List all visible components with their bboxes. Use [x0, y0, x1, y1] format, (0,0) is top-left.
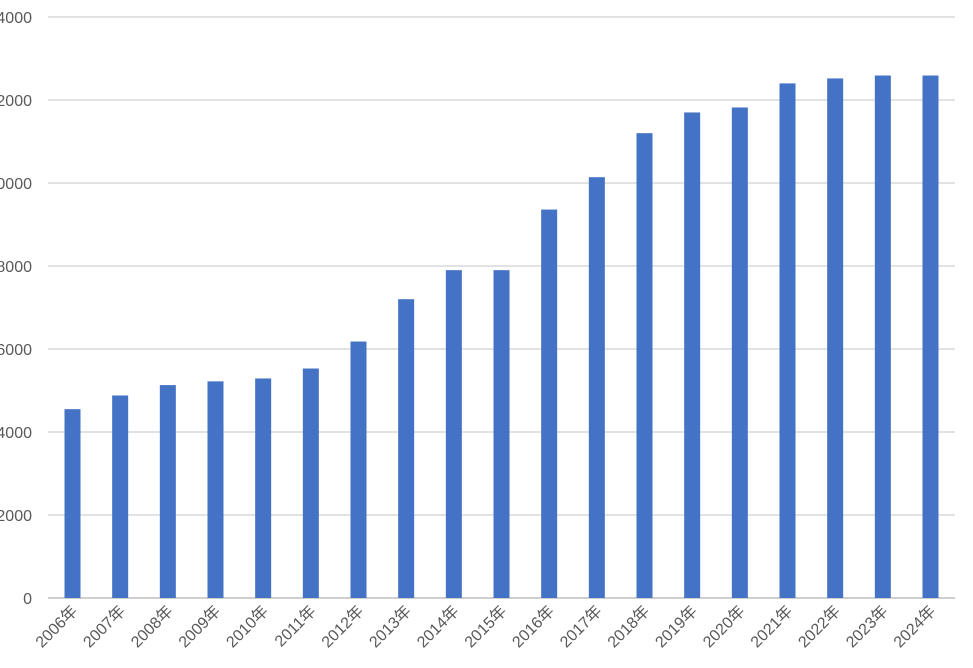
bar-2010年 [255, 378, 272, 598]
bar-2009年 [207, 381, 224, 598]
bar-2008年 [159, 385, 176, 598]
x-tick-label: 2016年 [509, 602, 558, 651]
bar-2022年 [827, 78, 844, 599]
x-tick-label: 2022年 [795, 602, 844, 651]
x-tick-label: 2006年 [32, 602, 81, 651]
x-tick-label: 2008年 [127, 602, 176, 651]
y-tick-label: 14000 [0, 10, 32, 27]
bar-2012年 [350, 341, 367, 598]
x-tick-label: 2015年 [461, 602, 510, 651]
y-tick-label: 2000 [0, 508, 32, 525]
bar-2015年 [493, 270, 510, 598]
bar-2013年 [398, 299, 415, 598]
y-axis-tick-labels: 0 2000 4000 6000 8000 10000 12000 14000 [0, 10, 32, 608]
x-tick-label: 2024年 [890, 602, 939, 651]
x-tick-label: 2007年 [80, 602, 129, 651]
x-tick-label: 2017年 [556, 602, 605, 651]
bar-2014年 [445, 270, 462, 598]
y-tick-label: 4000 [0, 425, 32, 442]
x-tick-label: 2013年 [366, 602, 415, 651]
bar-2023年 [874, 75, 891, 598]
bar-2007年 [112, 395, 129, 598]
x-tick-label: 2012年 [318, 602, 367, 651]
bar-2006年 [64, 409, 81, 598]
x-tick-label: 2020年 [699, 602, 748, 651]
x-tick-label: 2021年 [747, 602, 796, 651]
bar-2021年 [779, 83, 796, 598]
x-tick-label: 2011年 [271, 602, 319, 650]
bars [64, 75, 939, 599]
x-tick-label: 2009年 [175, 602, 224, 651]
bar-2024年 [922, 75, 939, 598]
y-tick-label: 6000 [0, 342, 32, 359]
y-tick-label: 0 [23, 591, 32, 608]
bar-2017年 [588, 177, 605, 598]
x-tick-label: 2023年 [842, 602, 891, 651]
bar-2018年 [636, 133, 653, 598]
x-tick-label: 2014年 [413, 602, 462, 651]
x-axis-tick-labels: 2006年 2007年 2008年 2009年 2010年 2011年 2012年 2013年… [32, 602, 939, 651]
y-tick-label: 10000 [0, 176, 32, 193]
x-tick-label: 2019年 [652, 602, 701, 651]
x-tick-label: 2010年 [223, 602, 272, 651]
x-tick-label: 2018年 [604, 602, 653, 651]
y-tick-label: 8000 [0, 259, 32, 276]
bar-2011年 [302, 368, 319, 598]
bar-2019年 [684, 112, 701, 598]
bar-2016年 [541, 209, 558, 598]
bar-2020年 [731, 107, 748, 598]
y-tick-label: 12000 [0, 93, 32, 110]
